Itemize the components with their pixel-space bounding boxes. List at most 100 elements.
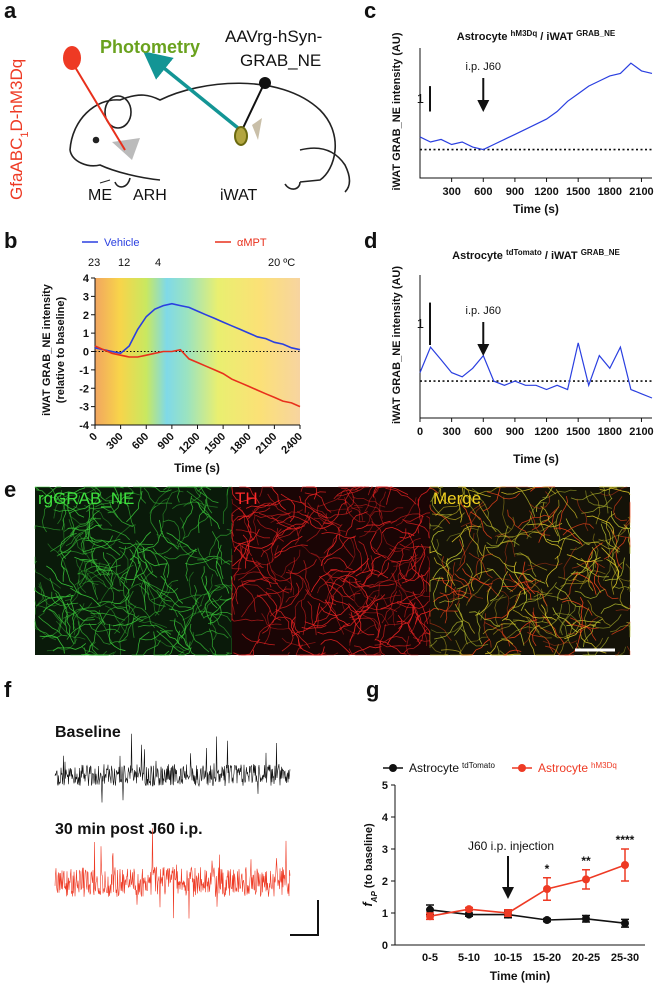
x-tick-label: 5-10 [458, 952, 480, 964]
fiber [405, 635, 419, 656]
fiber [260, 528, 282, 558]
fiber [77, 570, 107, 587]
fiber [600, 486, 609, 514]
fiber [325, 581, 354, 601]
fiber [281, 637, 316, 646]
fiber [352, 570, 376, 598]
fiber [431, 512, 465, 521]
fiber [503, 649, 522, 656]
fiber [200, 573, 214, 606]
fiber [449, 592, 484, 600]
fiber [215, 560, 230, 594]
fiber [149, 505, 159, 539]
temperature-label: 23 [88, 257, 100, 269]
fiber [429, 607, 458, 617]
fiber [386, 486, 393, 505]
fiber [331, 598, 362, 618]
fiber [70, 587, 101, 607]
fiber [515, 579, 542, 603]
fiber [318, 510, 353, 519]
fiber [102, 552, 114, 586]
fiber [337, 498, 363, 521]
fiber [456, 539, 466, 572]
fiber [53, 498, 77, 519]
fiber [566, 606, 581, 636]
fiber [546, 538, 581, 544]
fiber [355, 594, 386, 612]
fiber [501, 486, 536, 495]
fiber [66, 611, 81, 639]
fiber [562, 599, 593, 616]
fiber [536, 590, 553, 620]
fiber [567, 616, 599, 635]
y-tick-label: 2 [83, 310, 89, 322]
fiber [80, 521, 88, 556]
fiber [57, 519, 66, 554]
fiber [431, 529, 444, 556]
fiber [106, 552, 124, 582]
fiber [612, 560, 631, 582]
fiber [51, 591, 79, 606]
fiber [82, 562, 111, 585]
fiber [143, 487, 173, 504]
series-line [429, 864, 626, 917]
fiber [181, 495, 194, 529]
fiber [261, 613, 290, 630]
fiber [356, 520, 391, 530]
temperature-label: 12 [118, 257, 130, 269]
fiber [118, 543, 154, 550]
fiber [231, 514, 234, 522]
fiber [557, 616, 574, 649]
fiber [50, 527, 77, 552]
x-tick-label: 0-5 [422, 952, 438, 964]
fiber [240, 545, 264, 569]
fiber [454, 610, 468, 645]
fiber [410, 563, 425, 594]
legend-name: Astrocyte [538, 761, 588, 775]
fiber [288, 621, 311, 649]
fiber [371, 520, 383, 553]
x-tick-label: 300 [104, 431, 125, 452]
x-axis-label: Time (s) [174, 461, 220, 475]
fiber [153, 490, 184, 509]
fiber [82, 535, 113, 553]
fiber [459, 487, 464, 523]
channel-label: Merge [433, 489, 481, 508]
fiber [216, 544, 224, 580]
fiber [606, 558, 619, 589]
fiber [386, 614, 403, 645]
fiber [417, 544, 426, 579]
fiber [440, 635, 449, 656]
fiber [515, 486, 536, 517]
fiber [139, 585, 166, 607]
fiber [384, 612, 416, 627]
fiber [241, 633, 275, 646]
fiber [270, 486, 286, 511]
y-tick-label: -3 [79, 402, 89, 414]
construct-text: GfaABC [7, 138, 26, 200]
fiber [61, 565, 82, 595]
fiber [280, 493, 295, 523]
fiber [55, 495, 85, 518]
fiber [317, 570, 344, 594]
fiber [323, 523, 343, 554]
fiber [83, 486, 112, 502]
fiber [626, 621, 631, 638]
fiber [591, 614, 622, 629]
y-tick-label: 1 [83, 328, 89, 340]
fiber [482, 520, 514, 538]
x-tick-label: 1200 [534, 186, 558, 198]
fiber [159, 650, 170, 656]
fiber [399, 569, 429, 581]
y-tick-label: 5 [382, 780, 388, 792]
trace-line [419, 342, 653, 399]
scale-bar-label: 1 [417, 91, 424, 106]
fiber [127, 590, 134, 626]
fiber [164, 630, 181, 656]
panel-label: g [366, 677, 379, 702]
fiber [500, 626, 534, 640]
fiber [432, 507, 461, 531]
fiber [66, 498, 86, 525]
fiber [529, 491, 550, 509]
fiber [514, 580, 528, 611]
